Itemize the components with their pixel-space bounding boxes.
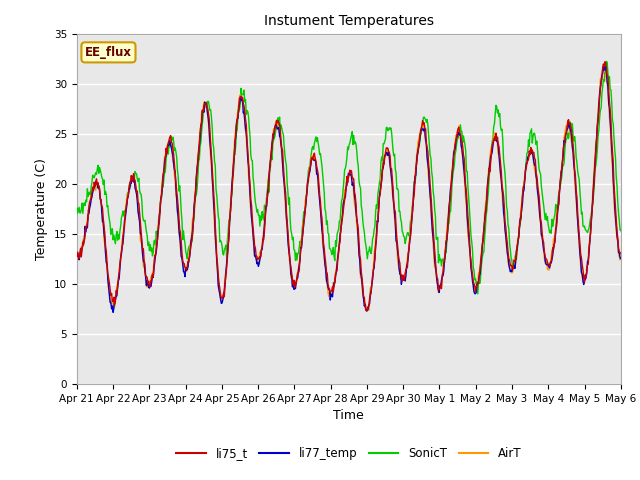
Text: EE_flux: EE_flux: [85, 46, 132, 59]
AirT: [599, 66, 607, 72]
li77_temp: [223, 251, 231, 257]
AirT: [73, 256, 81, 262]
li75_t: [416, 136, 424, 142]
li77_temp: [601, 63, 609, 69]
Line: AirT: AirT: [77, 69, 621, 311]
AirT: [416, 132, 424, 138]
AirT: [194, 150, 202, 156]
li75_t: [139, 247, 147, 252]
SonicT: [415, 144, 422, 150]
li75_t: [194, 159, 202, 165]
AirT: [139, 251, 147, 256]
SonicT: [223, 253, 230, 259]
li75_t: [431, 259, 439, 264]
li75_t: [363, 308, 371, 314]
li77_temp: [83, 224, 90, 229]
Line: SonicT: SonicT: [77, 61, 621, 294]
AirT: [223, 264, 230, 269]
li75_t: [73, 254, 81, 260]
Title: Instument Temperatures: Instument Temperatures: [264, 14, 434, 28]
li75_t: [223, 265, 230, 271]
SonicT: [194, 174, 202, 180]
li75_t: [601, 59, 609, 64]
SonicT: [139, 213, 147, 219]
SonicT: [83, 199, 90, 204]
li77_temp: [195, 150, 202, 156]
SonicT: [73, 211, 81, 217]
SonicT: [431, 207, 438, 213]
li77_temp: [431, 264, 439, 269]
SonicT: [617, 228, 625, 234]
li77_temp: [140, 258, 147, 264]
Legend: li75_t, li77_temp, SonicT, AirT: li75_t, li77_temp, SonicT, AirT: [172, 443, 526, 465]
Line: li77_temp: li77_temp: [77, 66, 621, 312]
li77_temp: [73, 252, 81, 257]
SonicT: [603, 59, 611, 64]
Y-axis label: Temperature (C): Temperature (C): [35, 158, 48, 260]
X-axis label: Time: Time: [333, 409, 364, 422]
AirT: [431, 265, 439, 271]
li77_temp: [617, 255, 625, 261]
li77_temp: [416, 139, 424, 144]
li77_temp: [109, 310, 117, 315]
SonicT: [474, 291, 482, 297]
AirT: [83, 222, 90, 228]
AirT: [363, 308, 371, 313]
AirT: [617, 255, 625, 261]
li75_t: [617, 251, 625, 256]
Line: li75_t: li75_t: [77, 61, 621, 311]
li75_t: [83, 225, 90, 230]
